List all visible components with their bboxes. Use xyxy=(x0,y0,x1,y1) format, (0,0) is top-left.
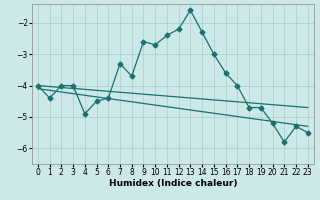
X-axis label: Humidex (Indice chaleur): Humidex (Indice chaleur) xyxy=(108,179,237,188)
